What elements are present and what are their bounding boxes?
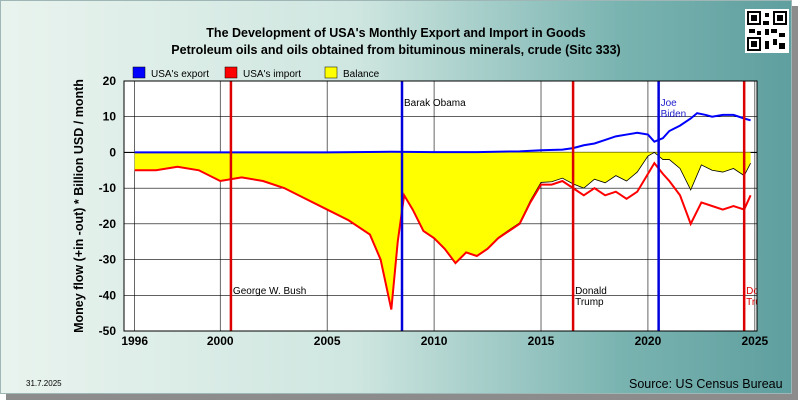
export-series-line <box>134 112 751 154</box>
x-tick-label: 2015 <box>528 334 555 348</box>
legend: USA's export USA's import Balance <box>132 66 380 80</box>
legend-label: USA's import <box>243 69 301 80</box>
legend-swatch <box>132 66 146 79</box>
y-axis-label: Money flow (+in -out) * Billion USD / mo… <box>72 79 86 333</box>
legend-label: USA's export <box>151 69 209 80</box>
import-series-line <box>134 161 752 310</box>
y-tick-label: -30 <box>99 253 117 267</box>
chart-title: The Development of USA's Monthly Export … <box>206 26 586 40</box>
x-tick-label: 2000 <box>207 334 234 348</box>
publication-date: 31.7.2025 <box>26 379 62 388</box>
chart-canvas: George W. Bush Barak Obama Donald Trump Joe B… <box>99 66 778 348</box>
president-label: Donald Trump <box>746 286 778 308</box>
x-tick-label: 2005 <box>314 334 341 348</box>
legend-swatch <box>324 66 338 79</box>
president-markers: George W. Bush Barak Obama Donald Trump Joe B… <box>229 81 778 331</box>
x-tick-label: 2025 <box>742 334 769 348</box>
x-tick-label: 1996 <box>121 334 148 348</box>
x-tick-label: 2010 <box>421 334 448 348</box>
x-tick-label: 2020 <box>635 334 662 348</box>
legend-swatch <box>224 66 238 79</box>
balance-area-fill <box>134 152 751 309</box>
source-credit: Source: US Census Bureau <box>629 377 783 391</box>
y-tick-label: 10 <box>103 110 117 124</box>
president-label: George W. Bush <box>233 286 306 297</box>
y-tick-label: -20 <box>99 217 117 231</box>
y-tick-label: -50 <box>99 324 117 338</box>
president-label: Donald Trump <box>575 286 607 308</box>
qr-code-icon <box>745 9 789 53</box>
y-tick-label: -10 <box>99 181 117 195</box>
chart-subtitle: Petroleum oils and oils obtained from bi… <box>171 43 621 57</box>
y-tick-label: -40 <box>99 288 117 302</box>
chart-frame: George W. Bush Barak Obama Donald Trump Joe B… <box>0 0 792 394</box>
y-tick-label: 0 <box>109 145 116 159</box>
y-tick-label: 20 <box>103 74 117 88</box>
president-label: Barak Obama <box>404 98 466 109</box>
president-label: Joe Biden <box>661 98 687 120</box>
legend-label: Balance <box>343 69 380 80</box>
series-lines <box>134 112 752 310</box>
